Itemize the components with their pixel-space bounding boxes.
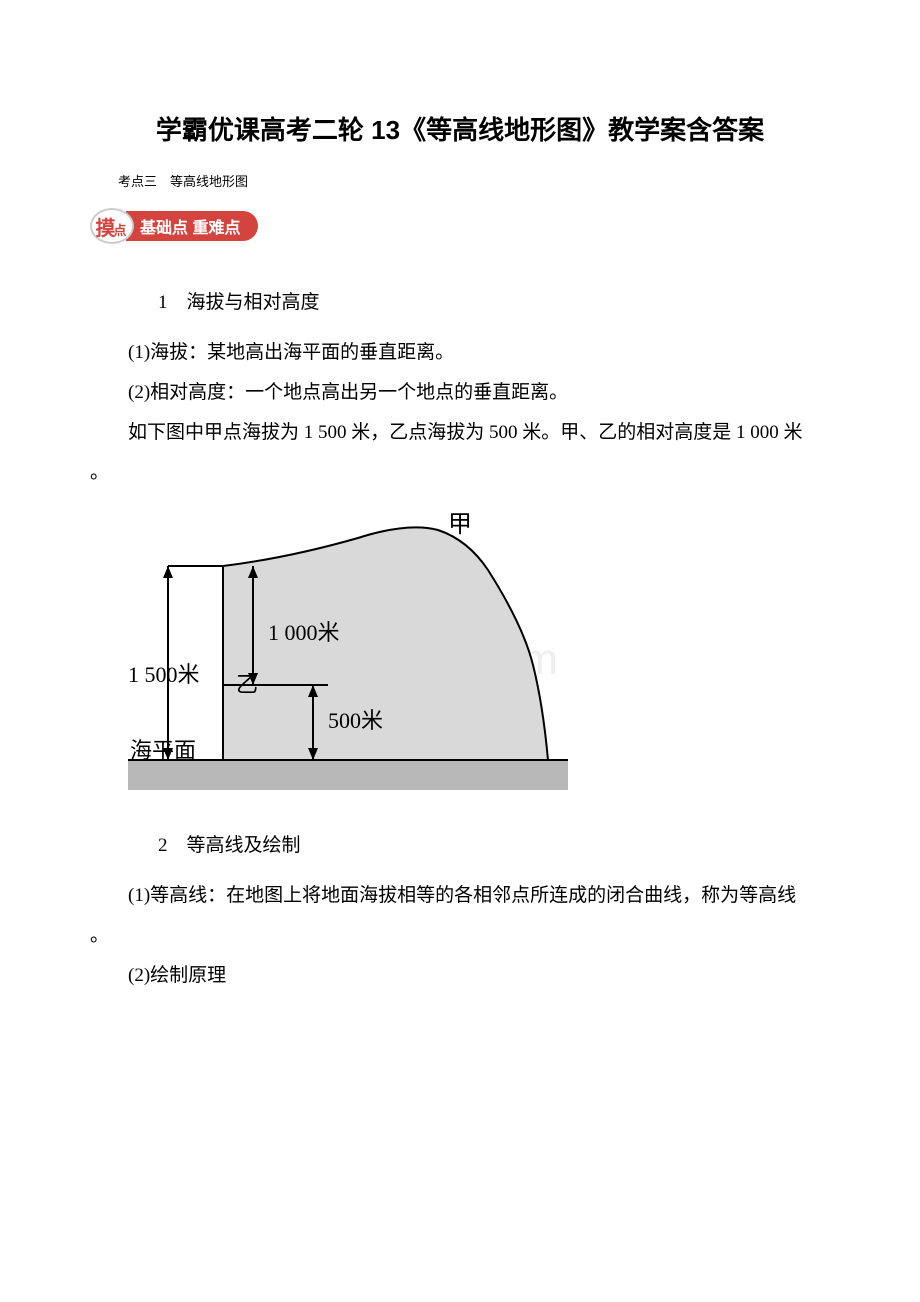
badge-body: 基础点 重难点 (126, 211, 258, 241)
label-1000: 1 000米 (268, 620, 340, 645)
badge-container: 摸 点 基础点 重难点 (90, 208, 830, 244)
section1-line2: (2)相对高度：一个地点高出另一个地点的垂直距离。 (90, 374, 830, 412)
document-page: 学霸优课高考二轮 13《等高线地形图》教学案含答案 考点三 等高线地形图 摸 点… (0, 0, 920, 1077)
badge-icon-sub: 点 (113, 220, 126, 239)
section1-line3a: 如下图中甲点海拔为 1 500 米，乙点海拔为 500 米。甲、乙的相对高度是 … (90, 414, 830, 452)
elevation-svg: 甲 乙 海平面 1 000米 1 500米 500米 (128, 510, 568, 790)
badge-icon: 摸 点 (90, 208, 134, 244)
section-badge: 摸 点 基础点 重难点 (90, 208, 258, 244)
label-peak: 甲 (448, 512, 472, 538)
label-mid: 乙 (236, 672, 258, 697)
label-500: 500米 (328, 708, 383, 733)
document-title: 学霸优课高考二轮 13《等高线地形图》教学案含答案 (90, 110, 830, 147)
section2-heading: 2 等高线及绘制 (90, 827, 830, 865)
section1-heading: 1 海拔与相对高度 (90, 284, 830, 322)
section1-line3b: 。 (90, 454, 830, 492)
label-1500: 1 500米 (128, 662, 200, 687)
subsection-label: 考点三 等高线地形图 (90, 171, 830, 190)
section2-line2: (2)绘制原理 (90, 957, 830, 995)
section1-line1: (1)海拔：某地高出海平面的垂直距离。 (90, 334, 830, 372)
sea-band (128, 760, 568, 790)
badge-icon-main: 摸 (95, 212, 115, 241)
section2-line1a: (1)等高线：在地图上将地面海拔相等的各相邻点所连成的闭合曲线，称为等高线 (90, 877, 830, 915)
arrow-1500-up (163, 566, 173, 578)
section2-line1b: 。 (90, 917, 830, 955)
badge-text: 基础点 重难点 (140, 214, 240, 238)
elevation-diagram: www.bdocx.com (128, 510, 830, 795)
